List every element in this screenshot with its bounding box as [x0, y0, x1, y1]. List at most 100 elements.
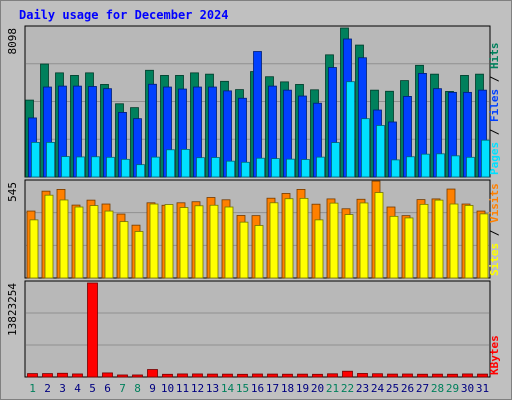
x-tick-label-day-8: 8: [134, 382, 141, 395]
bar-pages-day-12: [196, 157, 205, 178]
x-tick-label-day-19: 19: [296, 382, 309, 395]
x-tick-label-day-17: 17: [266, 382, 279, 395]
bar-pages-day-28: [436, 153, 445, 178]
panel-kbytes-ymax-label: 13823254: [6, 283, 19, 336]
bar-sites-day-12: [194, 205, 204, 279]
bar-kbytes-day-14: [222, 373, 233, 378]
bar-sites-day-9: [149, 203, 159, 279]
x-tick-label-day-6: 6: [104, 382, 111, 395]
bar-pages-day-9: [151, 156, 160, 178]
bar-sites-day-24: [374, 192, 384, 279]
bar-sites-day-25: [389, 215, 399, 279]
bar-kbytes-day-18: [282, 373, 293, 378]
bar-kbytes-day-10: [162, 373, 173, 378]
panel-visitors-right-label-part: Visits: [488, 183, 501, 229]
bar-kbytes-day-21: [327, 373, 338, 378]
bar-kbytes-day-9: [147, 369, 158, 378]
bar-sites-day-23: [359, 202, 369, 279]
bar-kbytes-day-13: [207, 373, 218, 378]
bar-sites-day-28: [434, 199, 444, 279]
bar-sites-day-31: [479, 213, 489, 279]
bar-kbytes-day-31: [477, 373, 488, 378]
bar-kbytes-day-8: [132, 374, 143, 378]
x-tick-label-day-16: 16: [251, 382, 264, 395]
x-tick-label-day-22: 22: [341, 382, 354, 395]
bar-kbytes-day-1: [27, 373, 38, 378]
bar-sites-day-1: [29, 219, 39, 279]
x-tick-label-day-9: 9: [149, 382, 156, 395]
bar-sites-day-22: [344, 214, 354, 279]
panel-kbytes-right-label-part: KBytes: [488, 335, 501, 375]
panel-visitors-right-label-part: /: [488, 229, 501, 243]
x-tick-label-day-20: 20: [311, 382, 324, 395]
chart-title: Daily usage for December 2024: [19, 8, 229, 22]
bar-kbytes-day-19: [297, 373, 308, 378]
x-tick-label-day-3: 3: [59, 382, 66, 395]
bar-kbytes-day-29: [447, 373, 458, 378]
bar-sites-day-2: [44, 194, 54, 279]
bar-pages-day-2: [46, 142, 55, 178]
bar-pages-day-4: [76, 156, 85, 178]
x-tick-label-day-29: 29: [446, 382, 459, 395]
bar-pages-day-19: [301, 159, 310, 178]
panel-traffic-right-label-part: Hits: [488, 43, 501, 76]
bar-sites-day-14: [224, 206, 234, 279]
chart-panels: 8098 Pages / Files / Hits 545 Sites / Visit…: [6, 25, 501, 378]
bar-pages-day-6: [106, 156, 115, 178]
bar-sites-day-16: [254, 225, 264, 279]
bar-sites-day-5: [89, 205, 99, 279]
bar-pages-day-23: [361, 118, 370, 178]
x-tick-label-day-4: 4: [74, 382, 81, 395]
x-tick-label-day-2: 2: [44, 382, 51, 395]
bar-pages-day-27: [421, 153, 430, 178]
bar-kbytes-day-2: [42, 373, 53, 378]
panel-kbytes-right-label: KBytes: [488, 335, 501, 375]
bar-pages-day-26: [406, 156, 415, 178]
bar-pages-day-16: [256, 157, 265, 178]
bar-kbytes-day-6: [102, 372, 113, 378]
bar-kbytes-day-4: [72, 373, 83, 378]
x-tick-label-day-31: 31: [476, 382, 489, 395]
bar-sites-day-19: [299, 197, 309, 279]
bar-pages-day-1: [31, 142, 40, 178]
bar-pages-day-13: [211, 157, 220, 178]
bar-kbytes-day-27: [417, 373, 428, 378]
panel-traffic-right-label-part: /: [488, 128, 501, 142]
x-tick-label-day-15: 15: [236, 382, 249, 395]
bar-sites-day-17: [269, 202, 279, 279]
bar-pages-day-8: [136, 164, 145, 178]
x-tick-label-day-12: 12: [191, 382, 204, 395]
bar-pages-day-21: [331, 142, 340, 178]
panel-visitors-right-label: Sites / Visits: [488, 183, 501, 276]
panel-traffic-ymax-label: 8098: [6, 28, 19, 55]
bar-pages-day-25: [391, 159, 400, 178]
x-tick-label-day-5: 5: [89, 382, 96, 395]
bar-sites-day-4: [74, 206, 84, 279]
bar-kbytes-day-20: [312, 373, 323, 378]
bar-sites-day-11: [179, 207, 189, 279]
bar-sites-day-29: [449, 203, 459, 279]
bar-pages-day-10: [166, 149, 175, 178]
bar-kbytes-day-12: [192, 373, 203, 378]
bar-sites-day-21: [329, 202, 339, 279]
panel-visitors-ymax-label: 545: [6, 182, 19, 202]
bar-pages-day-30: [466, 156, 475, 178]
bar-kbytes-day-11: [177, 373, 188, 378]
panel-traffic-right-label-part: Files: [488, 89, 501, 129]
x-tick-label-day-25: 25: [386, 382, 399, 395]
bar-sites-day-7: [119, 221, 129, 279]
bar-pages-day-18: [286, 158, 295, 178]
bar-kbytes-day-23: [357, 373, 368, 378]
bar-kbytes-day-22: [342, 370, 353, 378]
x-tick-label-day-26: 26: [401, 382, 414, 395]
bar-kbytes-day-25: [387, 373, 398, 378]
x-tick-label-day-23: 23: [356, 382, 369, 395]
bar-kbytes-day-5: [87, 282, 98, 378]
bar-kbytes-day-17: [267, 373, 278, 378]
x-tick-label-day-30: 30: [461, 382, 474, 395]
bar-sites-day-8: [134, 231, 144, 279]
bar-sites-day-18: [284, 198, 294, 279]
panel-kbytes-frame: [24, 280, 491, 378]
